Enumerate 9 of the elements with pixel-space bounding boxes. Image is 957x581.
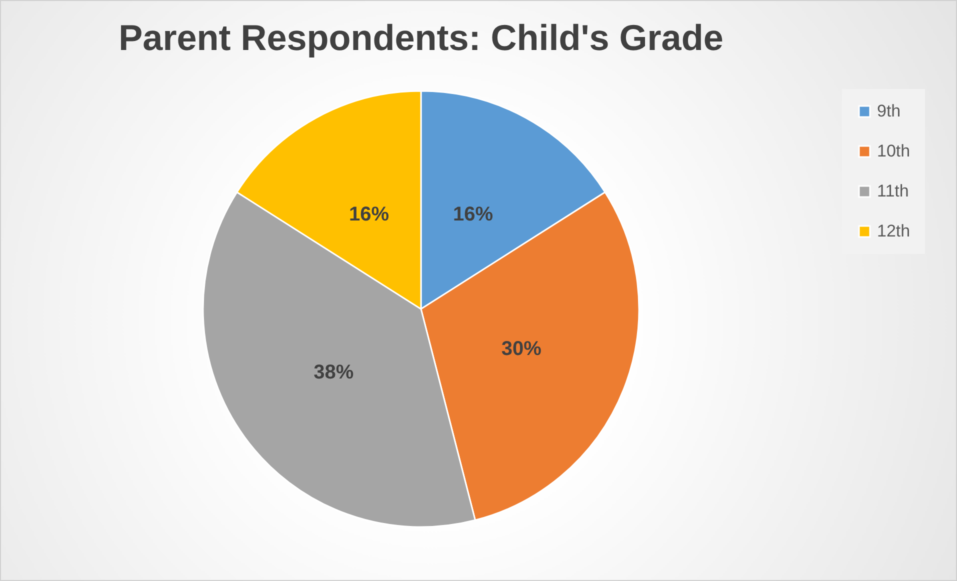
legend-label: 12th bbox=[877, 222, 910, 240]
data-label: 38% bbox=[314, 361, 354, 384]
chart-title: Parent Respondents: Child's Grade bbox=[118, 17, 724, 58]
data-label: 16% bbox=[453, 203, 494, 226]
legend-label: 10th bbox=[877, 142, 910, 160]
legend-label: 9th bbox=[877, 102, 901, 120]
data-label: 16% bbox=[348, 203, 390, 226]
legend-label: 11th bbox=[877, 182, 909, 200]
data-label: 30% bbox=[501, 338, 542, 360]
